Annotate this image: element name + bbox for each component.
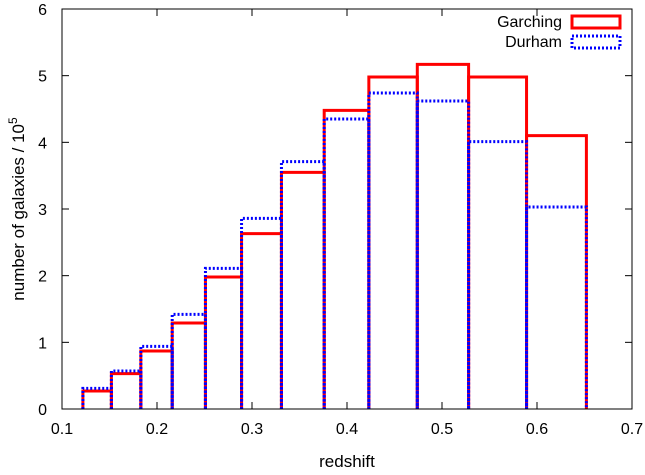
series-durham xyxy=(81,91,588,409)
y-tick-label: 3 xyxy=(38,202,47,219)
y-axis-title: number of galaxies / 105 xyxy=(6,117,28,301)
histogram-bar-durham xyxy=(139,344,174,409)
y-axis-title-base: number of galaxies / 10 xyxy=(9,124,28,301)
legend: Garching Durham xyxy=(497,14,622,51)
y-tick-label: 1 xyxy=(38,335,47,352)
x-tick-label: 0.2 xyxy=(146,421,168,438)
plot-frame xyxy=(61,8,633,410)
series-layer xyxy=(81,62,588,409)
histogram-bar-durham xyxy=(170,312,207,409)
y-tick-label: 5 xyxy=(38,69,47,86)
histogram-bar-garching xyxy=(322,108,371,409)
histogram-bar-garching xyxy=(279,170,326,409)
histogram-bar-garching xyxy=(109,372,143,409)
x-tick-label: 0.5 xyxy=(431,421,453,438)
histogram-bar-garching xyxy=(467,75,529,409)
histogram-bar-durham xyxy=(367,91,419,409)
histogram-bar-garching xyxy=(240,232,283,409)
histogram-bar-durham xyxy=(525,205,588,409)
x-tick-label: 0.1 xyxy=(51,421,73,438)
histogram-bar-garching xyxy=(81,389,113,409)
legend-swatch xyxy=(570,14,622,30)
series-garching xyxy=(81,62,588,409)
histogram-bar-durham xyxy=(109,369,143,409)
histogram-bar-durham xyxy=(203,266,244,409)
legend-label: Durham xyxy=(505,34,562,51)
histogram-bar-durham xyxy=(279,160,326,409)
legend-swatch xyxy=(570,34,622,50)
histogram-bar-garching xyxy=(367,75,419,409)
histogram-bar-durham xyxy=(415,99,471,409)
y-tick-label: 2 xyxy=(38,269,47,286)
histogram-bar-durham xyxy=(467,140,529,409)
histogram-bar-garching xyxy=(203,275,244,409)
y-tick-label: 4 xyxy=(38,135,47,152)
histogram-bar-garching xyxy=(525,134,588,409)
histogram-bar-garching xyxy=(415,62,471,409)
y-tick-label: 0 xyxy=(38,402,47,419)
histogram-bar-durham xyxy=(322,117,371,409)
x-tick-label: 0.4 xyxy=(336,421,358,438)
y-tick-label: 6 xyxy=(38,2,47,19)
legend-label: Garching xyxy=(497,14,562,31)
histogram-bar-garching xyxy=(139,349,174,409)
x-tick-label: 0.3 xyxy=(241,421,263,438)
x-tick-label: 0.7 xyxy=(621,421,643,438)
axes-layer: 0.1 0.2 0.3 0.4 0.5 0.6 0.7 0 1 2 3 4 5 6 xyxy=(38,2,643,438)
y-axis-title-exponent: 5 xyxy=(6,117,20,124)
x-tick-label: 0.6 xyxy=(526,421,548,438)
histogram-bar-garching xyxy=(170,321,207,409)
histogram-bar-durham xyxy=(240,216,283,409)
x-axis-title: redshift xyxy=(319,452,375,471)
